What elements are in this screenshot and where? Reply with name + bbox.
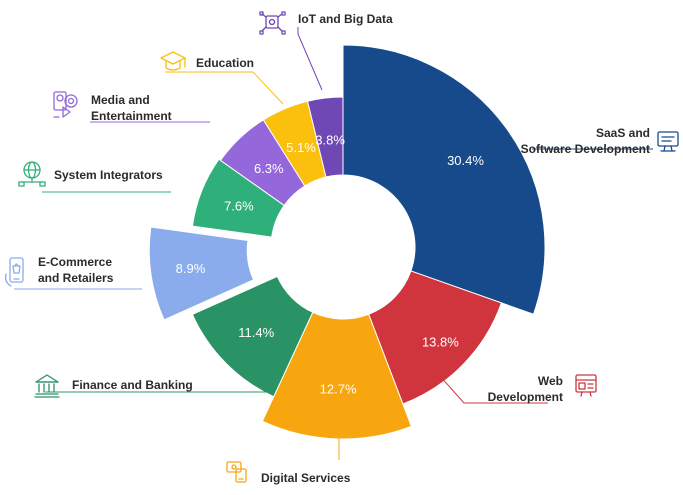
category-label-web-development-line-1: Web — [538, 374, 563, 388]
chart-value-labels: 30.4% 13.8% 12.7% 11.4% 8.9% 7.6% 6.3%5.1%3.8% — [176, 132, 485, 396]
segment-digital-services — [261, 311, 413, 440]
segment-system-integrators — [191, 158, 285, 238]
category-label-system-integrators: System Integrators — [54, 168, 163, 182]
iot-icon — [259, 11, 286, 35]
category-label-web-development-line-2: Development — [488, 390, 563, 404]
segment-e-commerce-and-retailers — [148, 226, 255, 321]
category-label-saas-and-software-development-line-2: Software Development — [521, 142, 650, 156]
value-label-iot-and-big-data: 3.8% — [315, 132, 345, 147]
category-label-e-commerce-and-retailers-line-2: and Retailers — [38, 271, 114, 285]
value-label-system-integrators: 7.6% — [224, 198, 254, 213]
chart-segments — [148, 44, 546, 440]
leader-line-iot-and-big-data — [297, 27, 323, 91]
value-label-e-commerce-and-retailers: 8.9% — [176, 261, 206, 276]
monitor-icon — [657, 131, 679, 152]
segment-saas-and-software-development — [342, 44, 546, 315]
leader-line-education — [165, 71, 284, 105]
value-label-media-and-entertainment: 6.3% — [254, 161, 284, 176]
category-label-media-and-entertainment-line-1: Media and — [91, 93, 150, 107]
category-label-saas-and-software-development-line-1: SaaS and — [596, 126, 650, 140]
value-label-saas-and-software-development: 30.4% — [447, 153, 484, 168]
web-window-icon — [575, 374, 597, 397]
category-label-digital-services: Digital Services — [261, 471, 351, 485]
chart-leader-lines — [14, 27, 653, 460]
category-label-iot-and-big-data: IoT and Big Data — [298, 12, 393, 26]
segment-iot-and-big-data — [306, 96, 344, 178]
segment-web-development — [368, 270, 503, 405]
category-label-media-and-entertainment-line-2: Entertainment — [91, 109, 172, 123]
leader-line-web-development — [430, 365, 548, 404]
value-label-education: 5.1% — [286, 140, 316, 155]
chart-category-labels: SaaS and Software Development Web Developme… — [38, 12, 650, 485]
bank-icon — [34, 374, 60, 398]
mobile-shop-icon — [4, 257, 24, 287]
category-label-finance-and-banking: Finance and Banking — [72, 378, 193, 392]
globe-network-icon — [18, 161, 46, 187]
media-icon — [53, 91, 78, 118]
value-label-digital-services: 12.7% — [320, 381, 357, 396]
value-label-finance-and-banking: 11.4% — [238, 325, 274, 340]
category-label-e-commerce-and-retailers-line-1: E-Commerce — [38, 255, 112, 269]
segment-finance-and-banking — [191, 275, 314, 398]
category-label-education: Education — [196, 56, 254, 70]
digital-devices-icon — [226, 461, 247, 483]
chart-category-icons — [4, 11, 679, 483]
graduation-cap-icon — [160, 51, 186, 71]
value-label-web-development: 13.8% — [422, 335, 459, 350]
